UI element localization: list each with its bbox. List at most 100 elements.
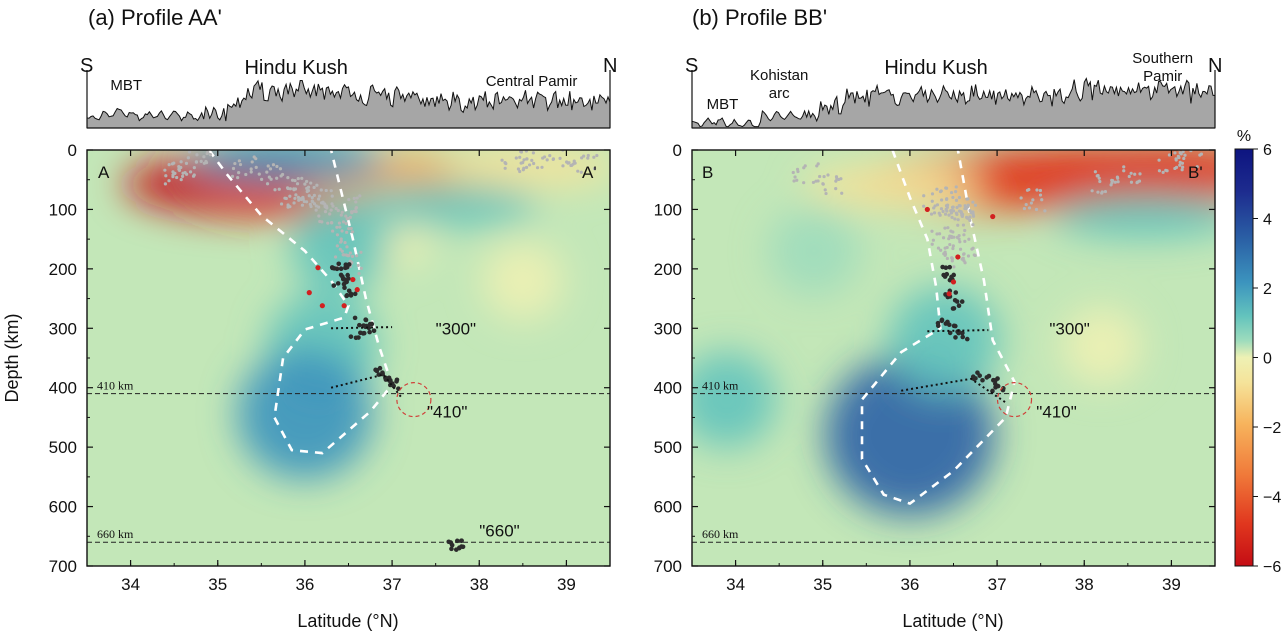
seismicity-point: [962, 252, 966, 256]
seismicity-point: [1019, 196, 1023, 200]
seismicity-point: [963, 228, 967, 233]
seismicity-point: [329, 221, 334, 225]
seismicity-point: [296, 195, 300, 199]
colorbar: % 6 4 2 0 −2 −4 −6: [1234, 128, 1281, 576]
seismicity-point: [315, 183, 319, 187]
seismicity-point: [335, 225, 339, 229]
cluster-event-group-4: [935, 317, 950, 329]
seismicity-point: [930, 229, 934, 233]
cluster-trend-line-0: [927, 329, 989, 333]
seismicity-point: [950, 190, 954, 195]
seismicity-point: [278, 167, 283, 171]
seismicity-point: [963, 239, 967, 243]
reference-line-label-410: 410 km: [702, 379, 739, 393]
anomaly-blob-8: [692, 351, 777, 448]
cluster-event: [369, 321, 375, 327]
seismicity-point: [179, 165, 183, 170]
seismicity-point: [266, 164, 270, 168]
red-event-5: [341, 303, 347, 309]
seismicity-point: [951, 246, 955, 251]
cluster-trend-line-1: [901, 377, 1007, 404]
seismicity-point: [300, 203, 305, 207]
seismicity-point: [530, 158, 534, 162]
cluster-event: [380, 370, 385, 375]
seismicity-point: [357, 272, 361, 276]
slab-contour: [207, 150, 394, 455]
seismicity-point: [302, 199, 306, 204]
seismicity-point: [966, 254, 971, 258]
seismicity-point: [943, 226, 947, 230]
cluster-event: [341, 276, 346, 282]
seismicity-cluster-12: [187, 150, 214, 165]
seismicity-point: [1157, 158, 1161, 162]
red-event-1: [350, 276, 356, 283]
seismicity-point: [202, 155, 206, 159]
seismicity-point: [254, 165, 258, 169]
seismicity-point: [950, 259, 954, 263]
cluster-event: [446, 539, 452, 545]
seismicity-point: [192, 173, 196, 177]
seismicity-point: [164, 174, 168, 178]
seismicity-point: [1096, 190, 1100, 194]
seismicity-point: [359, 250, 363, 254]
seismicity-point: [206, 150, 210, 154]
cluster-event: [943, 265, 949, 270]
seismicity-point: [1095, 174, 1099, 178]
cluster-event: [346, 276, 351, 281]
seismicity-point: [320, 201, 324, 205]
seismicity-point: [342, 253, 346, 257]
seismicity-point: [1133, 172, 1137, 176]
seismicity-point: [936, 246, 941, 250]
panel-b-end-label: B': [1188, 163, 1203, 182]
cluster-event: [335, 281, 341, 286]
seismicity-point: [356, 263, 360, 268]
panel-b-ticks: 34 35 36 37 38 39 0 100 200 300 400 500 600 700: [654, 141, 1216, 594]
cluster-event: [394, 379, 399, 384]
seismicity-point: [1182, 156, 1186, 161]
seismicity-point: [1111, 179, 1115, 183]
seismicity-point: [352, 196, 356, 200]
seismicity-point: [931, 238, 935, 242]
cluster-event: [331, 283, 337, 288]
seismicity-cluster-18: [500, 150, 529, 174]
panel-a: (a) Profile AA' S N MBT Hindu Kush Central P…: [2, 5, 617, 631]
seismicity-point: [317, 214, 321, 218]
seismicity-point: [922, 194, 926, 198]
seismicity-point: [802, 166, 806, 170]
y-tick-label: 200: [654, 260, 682, 279]
seismicity-point: [339, 213, 343, 217]
seismicity-point: [966, 197, 970, 201]
cluster-event: [984, 375, 990, 380]
seismicity-point: [199, 159, 203, 163]
seismicity-cluster-11: [163, 161, 189, 186]
seismicity-point: [267, 175, 271, 179]
seismicity-point: [935, 187, 939, 191]
panel-a-end-label: A': [582, 163, 597, 182]
colorbar-tick-label: −6: [1263, 559, 1281, 576]
seismicity-point: [941, 209, 945, 214]
seismicity-point: [340, 249, 344, 253]
seismicity-point: [286, 186, 290, 191]
seismicity-point: [344, 221, 348, 225]
seismicity-point: [960, 257, 964, 261]
seismicity-point: [951, 205, 955, 209]
seismicity-point: [1164, 168, 1168, 172]
seismicity-point: [187, 150, 192, 154]
cluster-event: [345, 272, 350, 278]
x-tick-label: 39: [557, 575, 576, 594]
seismicity-point: [337, 221, 342, 225]
seismicity-cluster-13: [1157, 151, 1185, 174]
y-tick-label: 300: [49, 319, 77, 338]
seismicity-point: [345, 230, 349, 234]
seismicity-point: [951, 209, 956, 213]
red-event-2: [955, 254, 961, 260]
cluster-event: [993, 378, 998, 383]
seismicity-point: [312, 193, 316, 197]
red-event-4: [946, 291, 952, 297]
colorbar-tick-label: 2: [1263, 281, 1272, 298]
seismicity-point: [592, 166, 597, 171]
seismicity-point: [953, 217, 957, 221]
cluster-event-group-12: [446, 538, 460, 552]
seismicity-point: [532, 161, 536, 166]
